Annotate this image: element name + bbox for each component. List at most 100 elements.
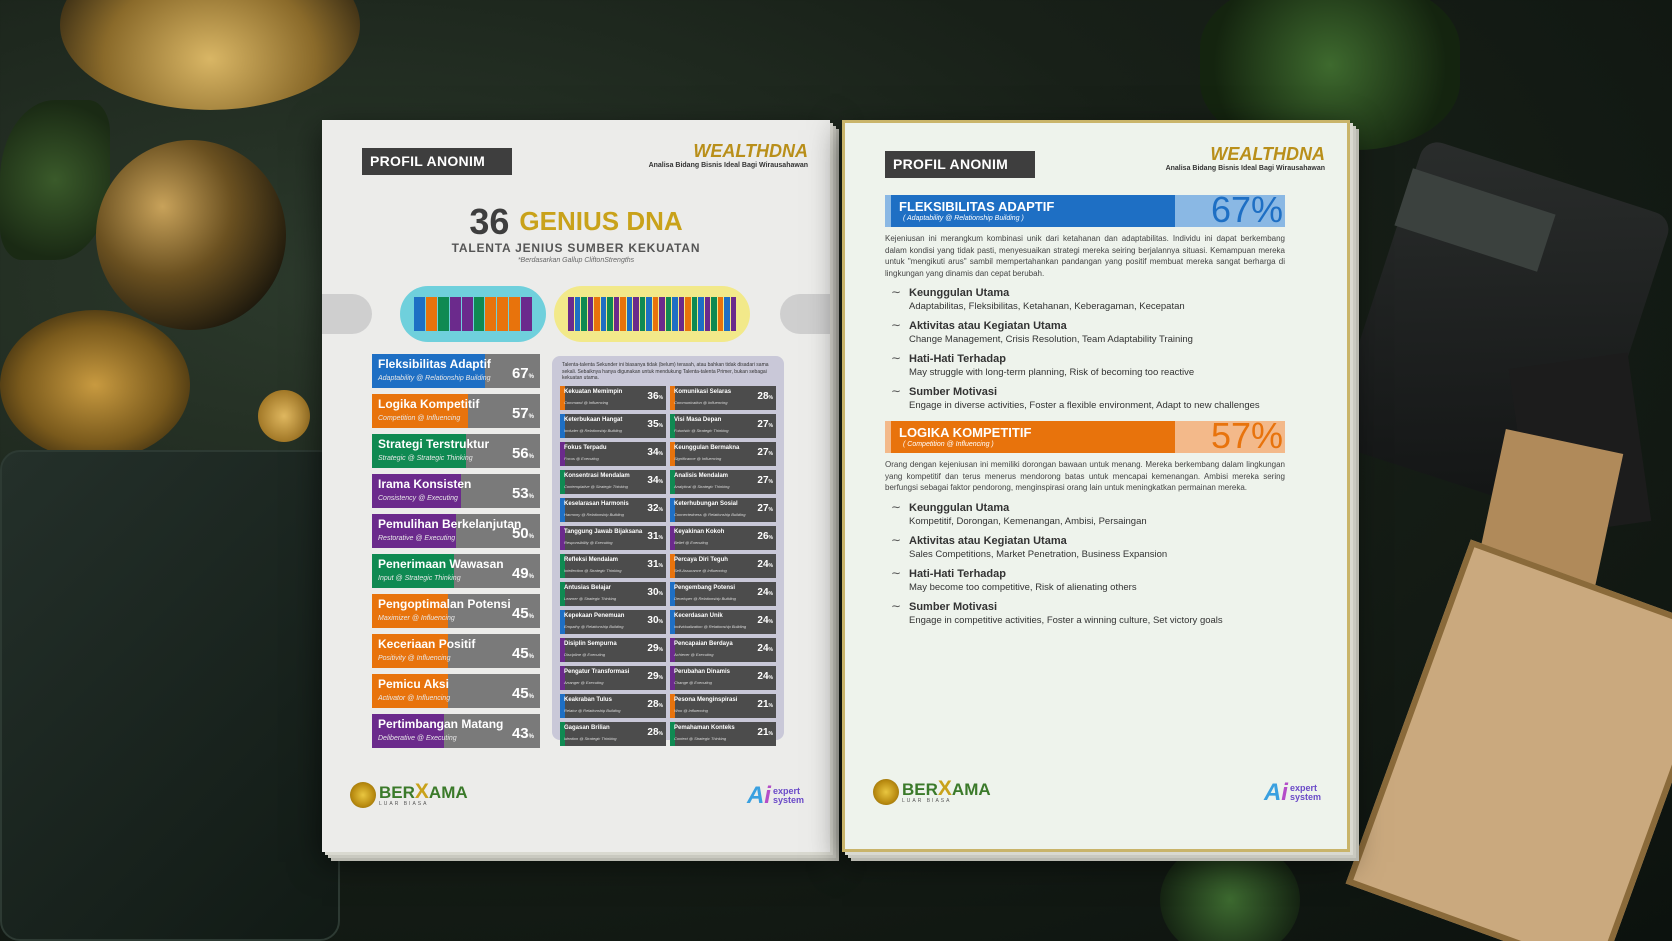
dna-stripe (698, 297, 704, 331)
notebook-decoration (0, 450, 340, 941)
logo-system-text: system (772, 795, 804, 805)
coin-bowl-decoration (0, 310, 190, 460)
primary-talent-sub: Restorative @ Executing (378, 535, 456, 542)
primary-talent-name: Pemulihan Berkelanjutan (378, 517, 522, 531)
logo-tagline: LUAR BIASA (379, 800, 429, 807)
secondary-talent-sub: Communication @ Influencing (674, 400, 728, 405)
primary-talent-item: Strategi Terstruktur Strategic @ Strategi… (372, 434, 540, 468)
primary-talent-name: Pengoptimalan Potensi (378, 597, 511, 611)
talent-detail-title: Aktivitas atau Kegiatan Utama (909, 320, 1067, 332)
brand-wealth-text: WEALTH (1210, 144, 1286, 164)
dna-primary-pill (400, 286, 546, 342)
dna-stripe (600, 297, 606, 331)
logo-ama: AMA (428, 782, 468, 802)
secondary-talent-percent-value: 27 (757, 503, 769, 514)
dna-stripe (678, 297, 684, 331)
secondary-talent-percent: 28% (647, 699, 663, 710)
secondary-talent-percent: 30% (647, 615, 663, 626)
talent-detail-section: FLEKSIBILITAS ADAPTIF( Adaptability @ Re… (885, 191, 1285, 411)
dna-secondary-pill (554, 286, 750, 342)
secondary-talent-percent-value: 31 (647, 559, 659, 570)
secondary-talent-percent-value: 36 (647, 391, 659, 402)
percent-sign: % (658, 535, 663, 541)
secondary-talent-fill (560, 554, 565, 578)
secondary-talent-percent-value: 29 (647, 643, 659, 654)
talent-detail-title: Keunggulan Utama (909, 501, 1010, 514)
flower-icon (350, 782, 376, 808)
talent-detail-item: ∼ Aktivitas atau Kegiatan Utama Change Man… (885, 318, 1285, 345)
dna-stripe (717, 297, 723, 331)
primary-talent-item: Irama Konsisten Consistency @ Executing 53… (372, 474, 540, 508)
primary-talent-percent-value: 67 (511, 365, 529, 382)
talent-percent: 57% (1210, 415, 1283, 456)
secondary-talent-name: Keakraban Tulus (564, 697, 612, 703)
primary-talent-sub: Input @ Strategic Thinking (378, 575, 461, 582)
secondary-talent-percent: 24% (757, 671, 773, 682)
secondary-talent-name: Perubahan Dinamis (674, 669, 731, 675)
dna-stripe (626, 297, 632, 331)
logo-x: X (414, 779, 429, 803)
page-title: 36 GENIUS DNA TALENTA JENIUS SUMBER KEKU… (322, 202, 830, 265)
coin-decoration (258, 390, 310, 442)
dna-stripe (704, 297, 710, 331)
secondary-talent-sub: Relator @ Relationship Building (564, 708, 621, 713)
talent-description: Orang dengan kejeniusan ini memiliki dor… (885, 460, 1285, 492)
brand-wealth-text: WEALTH (693, 141, 769, 161)
secondary-talent-percent: 28% (757, 391, 773, 402)
dna-stripe (521, 297, 533, 331)
primary-talent-sub: Deliberative @ Executing (378, 735, 457, 742)
secondary-talent-percent-value: 27 (757, 475, 769, 486)
potted-plant-decoration (1160, 840, 1300, 941)
dna-stripe (413, 297, 425, 331)
secondary-talent-item: Kepekaan Penemuan Empathy @ Relationship … (560, 610, 666, 634)
secondary-talent-percent: 34% (647, 447, 663, 458)
primary-talent-percent: 49% (512, 565, 534, 582)
percent-sign: % (658, 647, 663, 653)
dna-stripe (568, 297, 574, 331)
secondary-talent-percent: 26% (757, 531, 773, 542)
secondary-talent-percent: 32% (647, 503, 663, 514)
primary-talent-fill (372, 394, 468, 428)
secondary-note: Talenta-talenta Sekunder ini biasanya ti… (562, 362, 769, 381)
secondary-talent-sub: Harmony @ Relationship Building (564, 512, 624, 517)
secondary-talent-grid: Kekuatan Memimpin Command @ Influencing 36… (560, 386, 776, 746)
secondary-talent-sub: Achiever @ Executing (674, 652, 714, 657)
secondary-talent-percent: 34% (647, 475, 663, 486)
percent-sign: % (768, 703, 773, 709)
secondary-talent-name: Keselarasan Harmonis (564, 501, 629, 507)
primary-talent-percent: 67% (512, 365, 534, 382)
secondary-talent-name: Tanggung Jawab Bijaksana (564, 529, 643, 535)
percent-sign: % (658, 423, 663, 429)
secondary-talent-sub: Focus @ Executing (564, 456, 599, 461)
secondary-talent-name: Komunikasi Selaras (674, 389, 732, 395)
secondary-talent-name: Percaya Diri Teguh (674, 557, 728, 563)
secondary-talent-percent: 36% (647, 391, 663, 402)
secondary-talent-fill (670, 470, 675, 494)
secondary-talent-item: Gagasan Brilian Ideation @ Strategic Thin… (560, 722, 666, 746)
percent-sign: % (768, 675, 773, 681)
secondary-talent-percent-value: 34 (647, 447, 659, 458)
talent-detail-item: ∼ Keunggulan Utama Adaptabilitas, Fleksibi… (885, 285, 1285, 312)
flower-icon (873, 779, 899, 805)
dna-stripe (639, 297, 645, 331)
secondary-talent-percent: 27% (757, 447, 773, 458)
secondary-talent-sub: Arranger @ Executing (564, 680, 604, 685)
percent-sign: % (768, 535, 773, 541)
primary-talent-item: Pemulihan Berkelanjutan Restorative @ Exe… (372, 514, 540, 548)
secondary-talent-sub: Intellection @ Strategic Thinking (564, 568, 622, 573)
dna-stripe (497, 297, 509, 331)
dna-stripe (574, 297, 580, 331)
plant-decoration (0, 100, 110, 260)
percent-sign: % (528, 574, 534, 580)
logo-ama: AMA (951, 779, 991, 799)
secondary-talent-percent-value: 35 (647, 419, 659, 430)
secondary-talent-item: Pencapaian Berdaya Achiever @ Executing 24… (670, 638, 776, 662)
secondary-talent-name: Pengatur Transformasi (564, 669, 630, 675)
dna-stripe (711, 297, 717, 331)
secondary-talent-item: Fokus Terpadu Focus @ Executing 34% (560, 442, 666, 466)
dna-stripe (691, 297, 697, 331)
secondary-talent-item: Keunggulan Bermakna Significance @ Influe… (670, 442, 776, 466)
secondary-talent-name: Visi Masa Depan (674, 417, 722, 423)
secondary-talent-name: Analisis Mendalam (674, 473, 729, 479)
logo-ai-i: i (764, 782, 771, 809)
